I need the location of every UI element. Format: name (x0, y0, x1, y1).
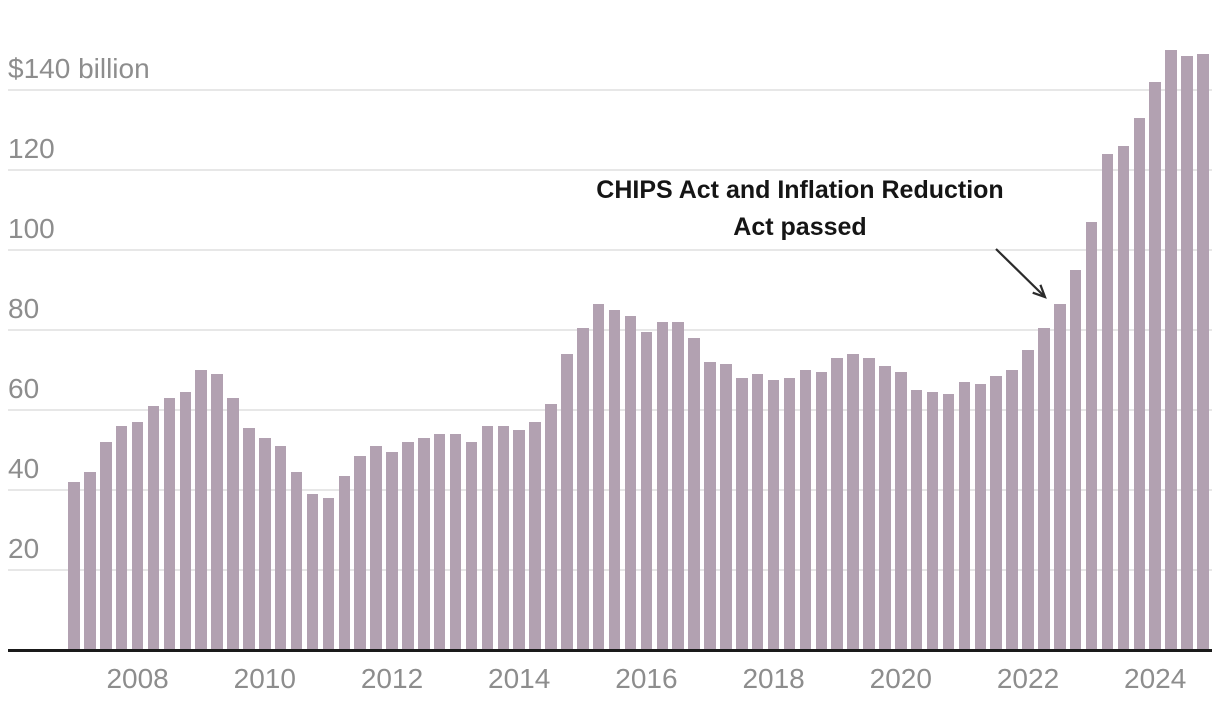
bar-quarter-14 (290, 472, 303, 650)
bar-quarter-21 (402, 442, 414, 650)
annotation-arrow-icon (995, 248, 1047, 299)
y-tick-label-120: 120 (8, 133, 55, 164)
bar-quarter-61 (1038, 328, 1050, 650)
bar-quarter-10 (227, 398, 239, 650)
bar-quarter-41 (720, 364, 732, 650)
y-tick-label-80: 80 (8, 293, 40, 324)
bar-quarter-15 (306, 494, 319, 650)
bar-quarter-30 (545, 404, 557, 650)
bar-quarter-63 (1069, 270, 1082, 650)
bar-quarter-3 (115, 426, 128, 650)
bar-quarter-71 (1197, 54, 1209, 650)
bar-quarter-52 (895, 372, 907, 650)
gridline-140 (8, 89, 1212, 91)
x-tick-label-2012: 2012 (360, 663, 424, 694)
x-tick-label-2014: 2014 (488, 663, 551, 694)
bar-quarter-7 (179, 392, 192, 650)
bar-quarter-24 (449, 434, 462, 650)
bar-quarter-66 (1117, 146, 1130, 650)
bar-quarter-36 (640, 332, 653, 650)
bar-quarter-13 (274, 446, 287, 650)
bar-quarter-4 (131, 422, 144, 650)
annotation-line-1: CHIPS Act and Inflation Reduction (596, 176, 1004, 204)
bar-quarter-20 (386, 452, 398, 650)
bar-quarter-50 (863, 358, 875, 650)
bar-quarter-11 (243, 428, 255, 650)
x-tick-label-2024: 2024 (1124, 663, 1187, 694)
x-tick-label-2016: 2016 (615, 663, 678, 694)
bar-quarter-48 (831, 358, 843, 650)
bar-quarter-29 (529, 422, 541, 650)
gridline-120 (8, 169, 1212, 171)
x-tick-label-2018: 2018 (742, 663, 805, 694)
bar-quarter-2 (100, 442, 112, 650)
bar-quarter-65 (1101, 154, 1114, 650)
y-tick-label-20: 20 (8, 533, 40, 564)
bar-quarter-19 (370, 446, 382, 650)
bar-quarter-51 (879, 366, 891, 650)
bar-quarter-28 (513, 430, 525, 650)
bar-quarter-44 (767, 380, 780, 650)
bar-quarter-54 (926, 392, 939, 650)
bar-quarter-46 (799, 370, 812, 650)
x-tick-label-2022: 2022 (996, 663, 1060, 694)
bar-quarter-57 (974, 384, 987, 650)
bar-quarter-55 (942, 394, 955, 650)
bar-quarter-49 (847, 354, 859, 650)
y-tick-label-60: 60 (8, 373, 40, 404)
y-tick-label-100: 100 (8, 213, 55, 244)
bar-quarter-26 (481, 426, 494, 650)
bar-quarter-64 (1085, 222, 1098, 650)
bar-quarter-18 (354, 456, 366, 650)
bar-quarter-68 (1149, 82, 1161, 650)
bar-quarter-33 (592, 304, 605, 650)
annotation-line-2: Act passed (733, 213, 867, 241)
bar-quarter-43 (751, 374, 764, 650)
bar-quarter-25 (465, 442, 478, 650)
bar-quarter-22 (418, 438, 430, 650)
bar-quarter-9 (211, 374, 223, 650)
bar-quarter-32 (577, 328, 589, 650)
bar-quarter-53 (910, 390, 923, 650)
bar-quarter-60 (1022, 350, 1034, 650)
bar-quarter-70 (1181, 56, 1193, 650)
bar-quarter-42 (736, 378, 748, 650)
bar-quarter-23 (433, 434, 446, 650)
bar-quarter-31 (561, 354, 573, 650)
bar-quarter-1 (84, 472, 96, 650)
chart-annotation: CHIPS Act and Inflation Reduction Act pa… (596, 172, 1003, 246)
x-axis-line (8, 649, 1212, 652)
bar-quarter-38 (672, 322, 684, 650)
y-tick-label-140: $140 billion (8, 53, 150, 84)
bar-quarter-0 (68, 482, 80, 650)
bar-quarter-67 (1133, 118, 1146, 650)
bar-quarter-45 (783, 378, 796, 650)
bar-quarter-6 (163, 398, 176, 650)
bar-quarter-59 (1006, 370, 1018, 650)
bar-quarter-56 (958, 382, 971, 650)
bar-quarter-37 (656, 322, 669, 650)
bar-quarter-35 (624, 316, 637, 650)
x-tick-label-2008: 2008 (106, 663, 169, 694)
y-tick-label-40: 40 (8, 453, 40, 484)
bar-quarter-5 (147, 406, 160, 650)
bar-quarter-58 (990, 376, 1002, 650)
bar-quarter-62 (1054, 304, 1066, 650)
bar-quarter-39 (688, 338, 700, 650)
bar-quarter-47 (815, 372, 828, 650)
bar-quarter-12 (259, 438, 271, 650)
x-tick-label-2020: 2020 (869, 663, 932, 694)
bar-quarter-8 (195, 370, 207, 650)
x-tick-label-2010: 2010 (233, 663, 296, 694)
bar-quarter-17 (338, 476, 351, 650)
bar-quarter-69 (1165, 50, 1177, 650)
bar-quarter-27 (497, 426, 510, 650)
bar-quarter-40 (704, 362, 716, 650)
bar-quarter-34 (608, 310, 621, 650)
gridline-100 (8, 249, 1212, 251)
bar-quarter-16 (322, 498, 335, 650)
